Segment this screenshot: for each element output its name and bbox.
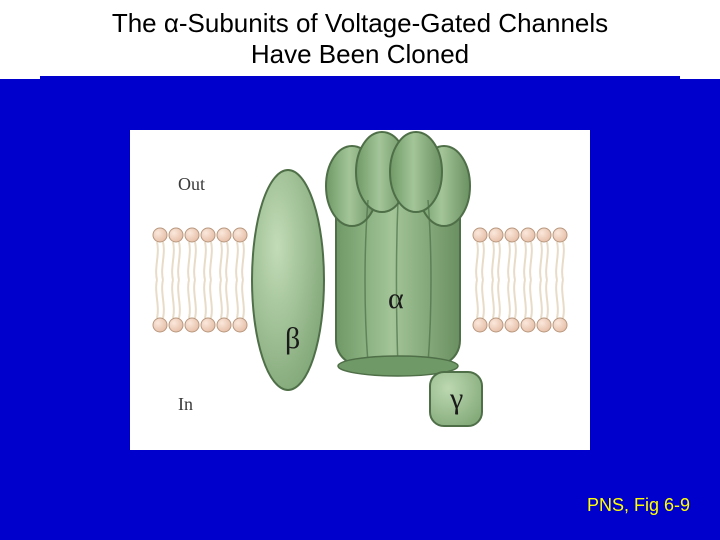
slide: The α-Subunits of Voltage-Gated Channels… — [0, 0, 720, 540]
label-beta: β — [285, 322, 300, 355]
figure-svg: Out In β α γ — [130, 130, 590, 450]
alpha-subunit — [326, 132, 470, 376]
title-line1: The α-Subunits of Voltage-Gated Channels — [20, 8, 700, 39]
label-out: Out — [178, 174, 205, 194]
title-line2: Have Been Cloned — [20, 39, 700, 70]
title-region: The α-Subunits of Voltage-Gated Channels… — [0, 0, 720, 79]
caption: PNS, Fig 6-9 — [587, 495, 690, 516]
figure: Out In β α γ — [130, 130, 590, 450]
label-in: In — [178, 394, 193, 414]
beta-subunit — [252, 170, 324, 390]
title-underline — [40, 76, 680, 79]
label-alpha: α — [388, 282, 404, 315]
label-gamma: γ — [449, 382, 463, 415]
